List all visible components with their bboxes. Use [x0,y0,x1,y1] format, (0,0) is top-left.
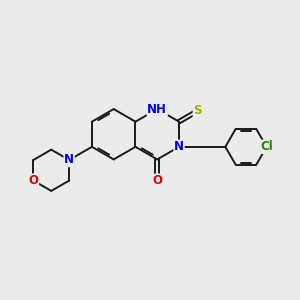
Text: NH: NH [147,103,167,116]
Text: O: O [152,174,162,187]
Text: O: O [28,174,38,187]
Text: N: N [174,140,184,153]
Text: S: S [193,104,202,118]
Text: N: N [64,154,74,166]
Text: Cl: Cl [260,140,273,153]
